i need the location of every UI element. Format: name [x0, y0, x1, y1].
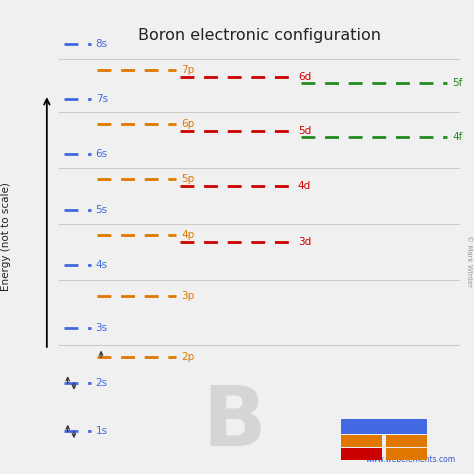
Text: 3s: 3s	[96, 323, 108, 333]
Bar	[386, 448, 427, 460]
Text: B: B	[203, 382, 266, 463]
Text: 1s: 1s	[96, 427, 108, 437]
Text: 5p: 5p	[181, 174, 194, 184]
Text: 2p: 2p	[181, 352, 194, 363]
Text: 8s: 8s	[96, 38, 108, 48]
Text: 2s: 2s	[96, 378, 108, 388]
Text: 4d: 4d	[298, 181, 311, 191]
Text: 5d: 5d	[298, 126, 311, 136]
Bar	[386, 435, 427, 447]
Text: 7s: 7s	[96, 94, 108, 104]
Text: Energy (not to scale): Energy (not to scale)	[0, 182, 11, 292]
Text: 4f: 4f	[452, 132, 463, 142]
Bar	[341, 435, 382, 447]
Text: 3d: 3d	[298, 237, 311, 247]
Text: 5f: 5f	[452, 78, 463, 88]
Text: © Mark Winter: © Mark Winter	[465, 235, 472, 287]
Text: 7p: 7p	[181, 65, 194, 75]
Text: 6s: 6s	[96, 149, 108, 159]
Text: Boron electronic configuration: Boron electronic configuration	[138, 28, 381, 43]
Text: 4p: 4p	[181, 230, 194, 240]
Text: 6d: 6d	[298, 72, 311, 82]
Text: 3p: 3p	[181, 291, 194, 301]
Bar	[341, 419, 427, 434]
Text: 4s: 4s	[96, 260, 108, 270]
Bar	[341, 448, 382, 460]
Text: 6p: 6p	[181, 119, 194, 129]
Text: 5s: 5s	[96, 205, 108, 215]
Text: www.webelements.com: www.webelements.com	[365, 455, 456, 464]
